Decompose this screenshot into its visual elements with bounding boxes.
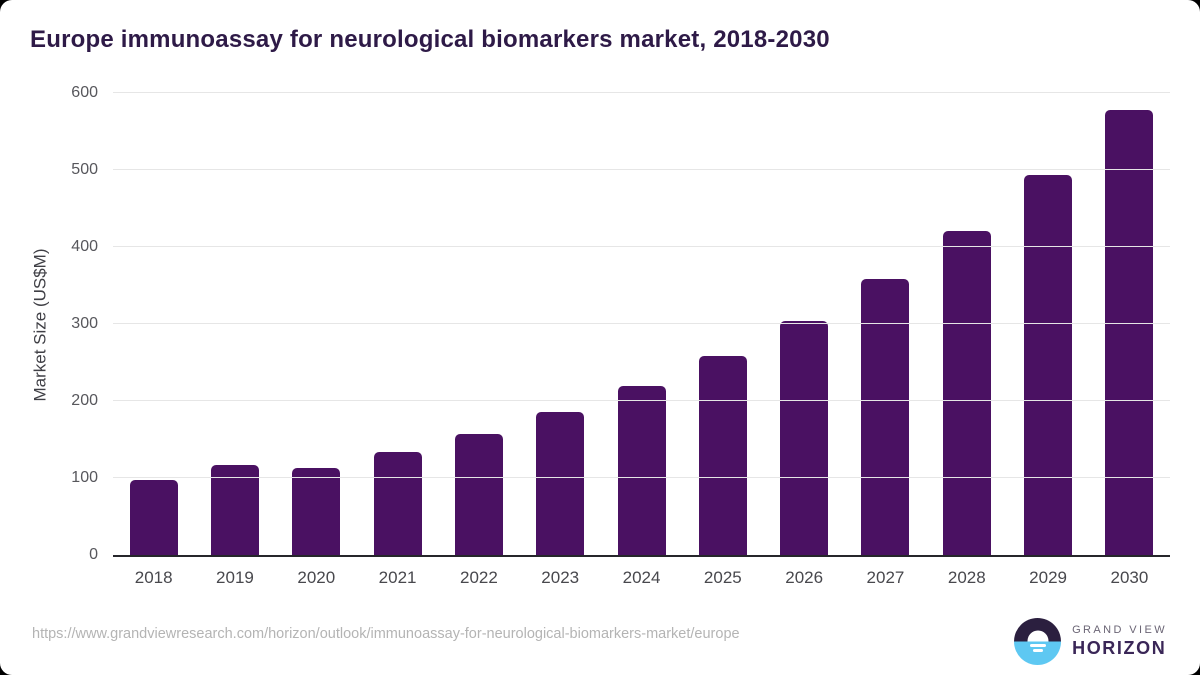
x-tick-label-2022: 2022 bbox=[459, 568, 498, 587]
x-tick-label-2023: 2023 bbox=[541, 568, 580, 587]
bar-2026[interactable] bbox=[780, 320, 829, 555]
footer: https://www.grandviewresearch.com/horizo… bbox=[0, 615, 1200, 667]
bar-slot-2019 bbox=[194, 464, 275, 555]
y-tick-label-600: 600 bbox=[71, 84, 98, 101]
bar-slot-2018 bbox=[113, 479, 194, 555]
logo-brand-bottom: HORIZON bbox=[1072, 637, 1167, 658]
horizon-sun-icon bbox=[1014, 617, 1062, 665]
y-tick-label-0: 0 bbox=[89, 546, 98, 563]
bar-slot-2028 bbox=[926, 230, 1007, 555]
bar-2023[interactable] bbox=[536, 411, 585, 555]
bar-2027[interactable] bbox=[861, 279, 910, 555]
x-tick-label-2021: 2021 bbox=[378, 568, 417, 587]
logo-text: GRAND VIEW HORIZON bbox=[1072, 624, 1167, 659]
bar-slot-2020 bbox=[276, 468, 357, 555]
x-tick-label-2024: 2024 bbox=[622, 568, 661, 587]
x-tick-label-2020: 2020 bbox=[297, 568, 336, 587]
y-tick-label-300: 300 bbox=[71, 315, 98, 332]
bar-slot-2027 bbox=[845, 279, 926, 555]
sun-reflection-line bbox=[1032, 649, 1043, 652]
bar-2028[interactable] bbox=[942, 230, 991, 555]
gridline-400 bbox=[113, 246, 1170, 247]
gridline-100 bbox=[113, 477, 1170, 478]
bar-slot-2029 bbox=[1007, 175, 1088, 555]
gridline-600 bbox=[113, 92, 1170, 93]
sun-dome-shape bbox=[1027, 630, 1049, 641]
x-tick-label-2025: 2025 bbox=[703, 568, 742, 587]
gridline-200 bbox=[113, 400, 1170, 401]
bar-slot-2030 bbox=[1089, 109, 1170, 555]
bar-slot-2024 bbox=[601, 386, 682, 555]
plot-area: Market Size (US$M) 0 100 200 300 400 500 600 bbox=[31, 84, 1170, 563]
y-tick-label-200: 200 bbox=[71, 392, 98, 409]
bar-slot-2023 bbox=[520, 411, 601, 555]
grand-view-horizon-logo: GRAND VIEW HORIZON bbox=[1014, 617, 1167, 665]
bar-slot-2025 bbox=[682, 356, 763, 555]
y-tick-label-500: 500 bbox=[71, 161, 98, 178]
x-tick-label-2027: 2027 bbox=[866, 568, 905, 587]
bar-slot-2026 bbox=[764, 320, 845, 555]
bar-2024[interactable] bbox=[617, 386, 666, 555]
bar-slot-2021 bbox=[357, 451, 438, 555]
bar-2018[interactable] bbox=[129, 479, 178, 555]
bar-2021[interactable] bbox=[373, 451, 422, 555]
x-tick-label-2030: 2030 bbox=[1110, 568, 1149, 587]
bars-layer bbox=[113, 95, 1170, 555]
x-tick-label-2018: 2018 bbox=[134, 568, 173, 587]
x-axis-labels: 2018 2019 2020 2021 2022 2023 2024 2025 2026 2027… bbox=[113, 557, 1170, 588]
source-url: https://www.grandviewresearch.com/horizo… bbox=[32, 626, 740, 642]
x-tick-label-2029: 2029 bbox=[1029, 568, 1067, 587]
bar-2019[interactable] bbox=[210, 464, 259, 555]
bar-2025[interactable] bbox=[698, 356, 747, 555]
gridline-300 bbox=[113, 323, 1170, 324]
logo-brand-top: GRAND VIEW bbox=[1072, 623, 1167, 636]
y-tick-label-400: 400 bbox=[71, 238, 98, 255]
chart-title: Europe immunoassay for neurological biom… bbox=[30, 26, 830, 53]
bar-slot-2022 bbox=[438, 434, 519, 555]
gridline-500 bbox=[113, 169, 1170, 170]
bar-2030[interactable] bbox=[1105, 109, 1154, 555]
x-tick-label-2026: 2026 bbox=[785, 568, 824, 587]
bar-2022[interactable] bbox=[454, 434, 503, 555]
bar-2029[interactable] bbox=[1024, 175, 1073, 555]
bar-chart: Market Size (US$M) 0 100 200 300 400 500 600 2… bbox=[31, 84, 1170, 588]
bar-2020[interactable] bbox=[292, 468, 341, 555]
x-tick-label-2019: 2019 bbox=[216, 568, 254, 587]
x-tick-label-2028: 2028 bbox=[947, 568, 986, 587]
sun-reflection-line bbox=[1029, 643, 1046, 647]
y-tick-label-100: 100 bbox=[71, 469, 98, 486]
